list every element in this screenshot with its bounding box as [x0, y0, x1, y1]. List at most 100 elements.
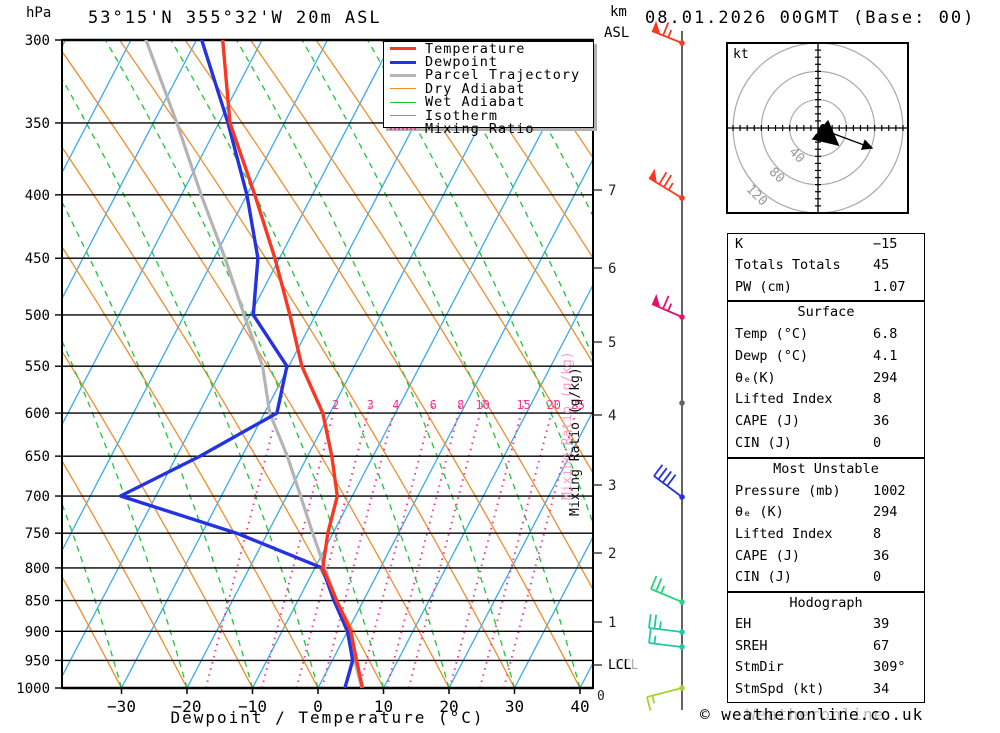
wind-barb — [679, 400, 685, 406]
mixing-ratio-label: 15 — [516, 398, 530, 412]
isotherm-line — [120, 40, 460, 688]
stats-row: SREH 67 — [728, 636, 924, 657]
stats-row: CIN (J) 0 — [728, 567, 924, 589]
stats-label: Temp (°C) — [735, 325, 809, 342]
dry-adiabat-line — [62, 245, 319, 688]
stats-label: CAPE (J) — [735, 547, 801, 564]
wet-adiabat-line — [301, 40, 581, 688]
wet-adiabat-line — [235, 40, 516, 688]
stats-row: CAPE (J) 36 — [728, 411, 924, 433]
km-tick-label: 5 — [608, 335, 616, 351]
dry-adiabat-line — [380, 40, 593, 365]
pressure-tick-label: 350 — [25, 116, 50, 132]
dewpoint-curve — [118, 40, 355, 688]
km-tick-label: 4 — [608, 408, 616, 424]
stats-label: θₑ (K) — [735, 504, 784, 521]
stats-section-title: Hodograph — [789, 595, 863, 611]
legend-sample-dewpoint — [390, 60, 416, 64]
stats-value: 36 — [873, 413, 890, 430]
legend-item: Wet Adiabat — [384, 94, 593, 110]
hodograph-unit-label: kt — [733, 47, 749, 62]
stats-label: PW (cm) — [735, 278, 792, 295]
stats-value: −15 — [873, 236, 898, 252]
lcl-marker-ghost: LCL — [615, 658, 639, 673]
dry-adiabat-line — [62, 50, 450, 688]
stats-row: CAPE (J) 36 — [728, 546, 924, 568]
temperature-tick-label: 20 — [439, 697, 458, 716]
stats-value: 45 — [873, 257, 890, 274]
stats-row: EH 39 — [728, 614, 924, 635]
stats-label: Dewp (°C) — [735, 347, 809, 364]
stats-value: 6.8 — [873, 325, 898, 342]
isotherm-line — [317, 157, 593, 688]
stats-label: StmDir — [735, 659, 784, 676]
wet-adiabat-line — [62, 77, 319, 688]
wet-adiabat-line — [366, 40, 593, 526]
legend-label: Temperature — [425, 40, 526, 57]
stats-row: Dewp (°C) 4.1 — [728, 346, 924, 368]
km-tick-label: 1 — [608, 615, 616, 631]
stats-label: CIN (J) — [735, 435, 792, 452]
mixing-ratio-label: 20 — [547, 398, 561, 412]
stats-section-title: Most Unstable — [773, 461, 879, 477]
pressure-tick-label: 750 — [25, 526, 50, 542]
pressure-tick-label: 850 — [25, 594, 50, 610]
stats-label: CAPE (J) — [735, 413, 801, 430]
stats-row: Temp (°C) 6.8 — [728, 324, 924, 346]
stats-value: 36 — [873, 547, 890, 564]
legend-sample-temperature — [390, 47, 416, 51]
legend-label: Dewpoint — [425, 54, 499, 71]
stats-value: 39 — [873, 616, 890, 633]
pressure-tick-label: 500 — [25, 308, 50, 324]
temperature-tick-label: 0 — [313, 697, 323, 716]
isotherm-line — [186, 40, 525, 688]
isotherm-line — [62, 40, 263, 426]
copyright-link[interactable]: © weatheronline.co.uk — [700, 705, 924, 724]
stats-value: 1002 — [873, 482, 906, 499]
isotherm-line — [62, 40, 394, 678]
stats-label: StmSpd (kt) — [735, 680, 825, 697]
stats-value: 0 — [873, 435, 882, 452]
pressure-tick-label: 400 — [25, 188, 50, 204]
stats-row: Totals Totals 45 — [728, 255, 924, 276]
temperature-tick-label: 30 — [505, 697, 524, 716]
legend-item: Dewpoint — [384, 54, 593, 71]
km-tick-label: 3 — [608, 478, 616, 494]
wind-barb — [651, 20, 685, 46]
legend-item: Isotherm — [384, 107, 593, 124]
dry-adiabat-line — [184, 40, 581, 688]
stats-value: 294 — [873, 369, 898, 386]
mixing-ratio-axis-label: Mixing Ratio (g/kg) — [568, 367, 583, 516]
stats-section: K −15 Totals Totals 45 PW (cm) 1.07 — [727, 233, 925, 301]
pressure-axis-unit: hPa — [26, 5, 52, 21]
isotherm-line — [62, 40, 132, 175]
isotherm-line — [62, 40, 329, 552]
legend-sample-parcel-trajectory — [390, 73, 416, 77]
temperature-tick-label: −10 — [238, 697, 267, 716]
stats-value: 67 — [873, 637, 890, 654]
legend-label: Isotherm — [425, 107, 499, 124]
mixing-ratio-label: 6 — [430, 398, 437, 412]
pressure-tick-label: 550 — [25, 359, 50, 375]
dry-adiabat-line — [446, 40, 593, 260]
stats-row: CIN (J) 0 — [728, 433, 924, 455]
dry-adiabat-line — [62, 459, 188, 688]
wet-adiabat-line — [62, 339, 188, 688]
isotherm-line — [513, 535, 593, 688]
mixing-ratio-label: 10 — [475, 398, 489, 412]
stats-value: 34 — [873, 680, 890, 697]
stats-section-title: Surface — [797, 304, 855, 320]
wind-barb — [653, 464, 685, 500]
stats-value: 309° — [873, 659, 906, 676]
stats-label: Lifted Index — [735, 391, 833, 408]
isotherm-line — [382, 283, 593, 688]
stats-label: K — [735, 236, 744, 252]
stats-row: StmDir 309° — [728, 657, 924, 678]
wind-barb — [646, 685, 685, 711]
mixing-ratio-label: 8 — [457, 398, 464, 412]
legend-sample-wet-adiabat — [390, 101, 416, 103]
stats-section-hodograph: Hodograph EH 39 SREH 67 StmDir 309° StmSpd (kt)… — [727, 592, 925, 703]
dry-adiabat-line — [62, 575, 123, 688]
